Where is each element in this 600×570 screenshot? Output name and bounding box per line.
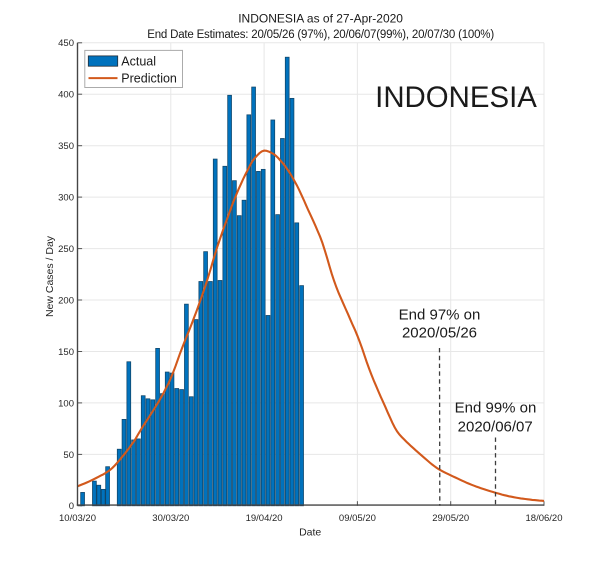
svg-text:400: 400	[58, 90, 74, 101]
svg-text:0: 0	[69, 501, 74, 512]
svg-text:30/03/20: 30/03/20	[152, 513, 189, 524]
svg-text:250: 250	[58, 244, 74, 255]
svg-text:350: 350	[58, 141, 74, 152]
svg-text:End Date Estimates: 20/05/26 (: End Date Estimates: 20/05/26 (97%), 20/0…	[147, 29, 494, 41]
svg-text:10/03/20: 10/03/20	[59, 513, 96, 524]
svg-text:2020/06/07: 2020/06/07	[458, 419, 533, 436]
svg-text:New Cases / Day: New Cases / Day	[44, 235, 56, 317]
svg-text:50: 50	[63, 450, 74, 461]
svg-text:INDONESIA as of 27-Apr-2020: INDONESIA as of 27-Apr-2020	[238, 12, 403, 26]
svg-text:18/06/20: 18/06/20	[526, 513, 563, 524]
svg-text:Actual: Actual	[121, 55, 156, 69]
svg-text:Prediction: Prediction	[121, 72, 177, 86]
svg-text:200: 200	[58, 295, 74, 306]
svg-text:450: 450	[58, 38, 74, 49]
svg-text:29/05/20: 29/05/20	[432, 513, 469, 524]
svg-text:19/04/20: 19/04/20	[246, 513, 283, 524]
svg-text:End 99% on: End 99% on	[455, 400, 537, 417]
svg-text:2020/05/26: 2020/05/26	[402, 325, 477, 342]
svg-text:09/05/20: 09/05/20	[339, 513, 376, 524]
svg-text:150: 150	[58, 347, 74, 358]
svg-text:INDONESIA: INDONESIA	[375, 81, 537, 114]
svg-text:100: 100	[58, 398, 74, 409]
svg-text:300: 300	[58, 193, 74, 204]
svg-text:Date: Date	[299, 526, 321, 538]
svg-text:End 97% on: End 97% on	[399, 307, 481, 324]
